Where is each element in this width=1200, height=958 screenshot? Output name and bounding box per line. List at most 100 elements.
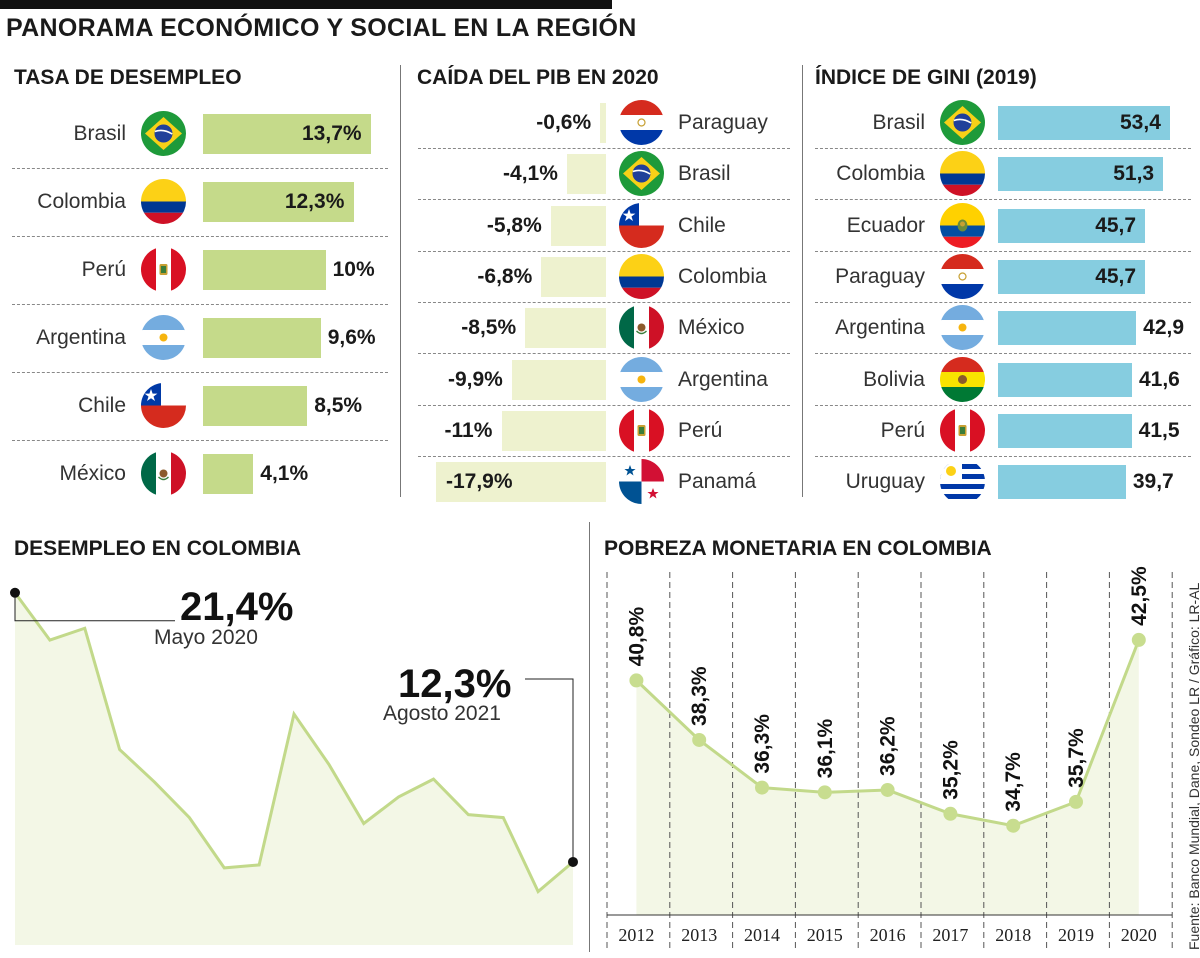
value-label: -5,8% xyxy=(486,214,542,237)
gini-bar xyxy=(998,106,1170,140)
x-tick-label: 2018 xyxy=(995,925,1031,945)
country-label: Colombia xyxy=(836,162,925,185)
row-separator xyxy=(815,302,1191,303)
value-label: 45,7 xyxy=(1095,214,1137,237)
row-separator xyxy=(12,236,388,237)
value-label: 10% xyxy=(332,258,375,281)
gini-row: Colombia 51,3 xyxy=(0,151,1200,196)
value-label: 12,3% xyxy=(284,190,345,213)
value-label: 8,5% xyxy=(314,394,363,417)
country-label: Argentina xyxy=(678,368,768,391)
unemployment-bar xyxy=(203,454,254,494)
paraguay-flag-icon xyxy=(619,100,664,145)
gini-bar xyxy=(998,363,1132,397)
brazil-flag-icon xyxy=(940,100,985,145)
last-leader xyxy=(525,678,574,862)
value-label: -0,6% xyxy=(536,111,592,134)
unemployment-row: Argentina 9,6% xyxy=(0,315,400,360)
unemployment-row: Brasil 13,7% xyxy=(0,111,400,156)
gdp-bar xyxy=(567,154,606,194)
peak-date: Mayo 2020 xyxy=(154,626,258,649)
gdp-row: -17,9% Panamá xyxy=(0,459,800,504)
value-label: 41,5 xyxy=(1138,419,1180,442)
peak-value: 21,4% xyxy=(180,585,293,629)
unemployment-bar xyxy=(203,114,371,154)
gdp-row: -5,8% Chile xyxy=(0,203,800,248)
value-label: 53,4 xyxy=(1120,111,1161,134)
ecuador-flag-icon xyxy=(940,203,985,248)
value-label: 4,1% xyxy=(260,462,309,485)
gdp-row: -9,9% Argentina xyxy=(0,357,800,402)
row-separator xyxy=(418,251,790,252)
data-label: 40,8% xyxy=(625,607,648,667)
unemployment-row: México 4,1% xyxy=(0,451,400,496)
gini-title: ÍNDICE DE GINI (2019) xyxy=(815,66,1037,89)
panel-divider xyxy=(802,65,803,497)
data-point xyxy=(755,780,769,795)
unemployment-row: Perú 10% xyxy=(0,247,400,292)
unemployment-line xyxy=(13,591,574,894)
country-label: Perú xyxy=(678,419,723,442)
value-label: 42,9 xyxy=(1143,316,1185,339)
country-label: México xyxy=(59,462,126,485)
gini-bar xyxy=(998,414,1132,448)
row-separator xyxy=(418,148,790,149)
gini-row: Brasil 53,4 xyxy=(0,100,1200,145)
row-separator xyxy=(418,456,790,457)
last-value: 12,3% xyxy=(398,662,511,706)
gdp-title: CAÍDA DEL PIB EN 2020 xyxy=(417,66,659,89)
gdp-bar xyxy=(541,257,606,297)
gini-row: Argentina 42,9 xyxy=(0,305,1200,350)
source-note: Fuente: Banco Mundial, Dane, Sondeo LR /… xyxy=(1186,582,1200,950)
data-label: 38,3% xyxy=(688,666,711,726)
gdp-bar xyxy=(525,308,606,348)
gini-row: Bolivia 41,6 xyxy=(0,357,1200,402)
colombia-flag-icon xyxy=(141,179,186,224)
data-label: 35,7% xyxy=(1065,728,1088,788)
value-label: -8,5% xyxy=(461,316,517,339)
colombia-flag-icon xyxy=(619,254,664,299)
country-label: Argentina xyxy=(36,326,126,349)
country-label: Brasil xyxy=(872,111,925,134)
row-separator xyxy=(418,199,790,200)
data-point xyxy=(817,785,832,800)
gini-bar xyxy=(998,311,1137,345)
unemployment-bar xyxy=(203,386,308,426)
unemployment-bar xyxy=(203,182,354,222)
row-separator xyxy=(815,251,1191,252)
poverty-title: POBREZA MONETARIA EN COLOMBIA xyxy=(604,537,992,560)
gini-row: Uruguay 39,7 xyxy=(0,459,1200,504)
value-label: -4,1% xyxy=(503,162,558,185)
colombia-flag-icon xyxy=(940,151,985,196)
data-label: 36,1% xyxy=(814,718,837,778)
country-label: Panamá xyxy=(678,470,757,493)
country-label: Colombia xyxy=(678,265,767,288)
peak-point xyxy=(10,587,20,598)
panama-flag-icon xyxy=(619,459,664,504)
country-label: Perú xyxy=(880,419,925,442)
row-separator xyxy=(418,302,790,303)
country-label: Paraguay xyxy=(835,265,925,288)
x-tick-label: 2015 xyxy=(807,925,843,945)
value-label: -9,9% xyxy=(447,368,503,391)
gdp-row: -11% Perú xyxy=(0,408,800,453)
peru-flag-icon xyxy=(619,408,664,453)
row-separator xyxy=(12,168,388,169)
x-tick-label: 2019 xyxy=(1058,925,1094,945)
x-tick-label: 2012 xyxy=(618,925,654,945)
gini-bar xyxy=(998,209,1146,243)
value-label: -17,9% xyxy=(446,470,513,493)
country-label: Bolivia xyxy=(863,368,925,391)
gini-row: Paraguay 45,7 xyxy=(0,254,1200,299)
mexico-flag-icon xyxy=(619,305,664,350)
gdp-bar xyxy=(550,206,606,246)
col-unemployment-title: DESEMPLEO EN COLOMBIA xyxy=(14,537,302,560)
x-tick-label: 2014 xyxy=(744,925,780,945)
unemployment-bar xyxy=(203,250,326,290)
value-label: -6,8% xyxy=(477,265,533,288)
top-rule xyxy=(0,0,612,9)
gini-bar xyxy=(998,157,1164,191)
data-point xyxy=(1069,794,1083,809)
argentina-flag-icon xyxy=(141,315,186,360)
country-label: Brasil xyxy=(678,162,731,185)
